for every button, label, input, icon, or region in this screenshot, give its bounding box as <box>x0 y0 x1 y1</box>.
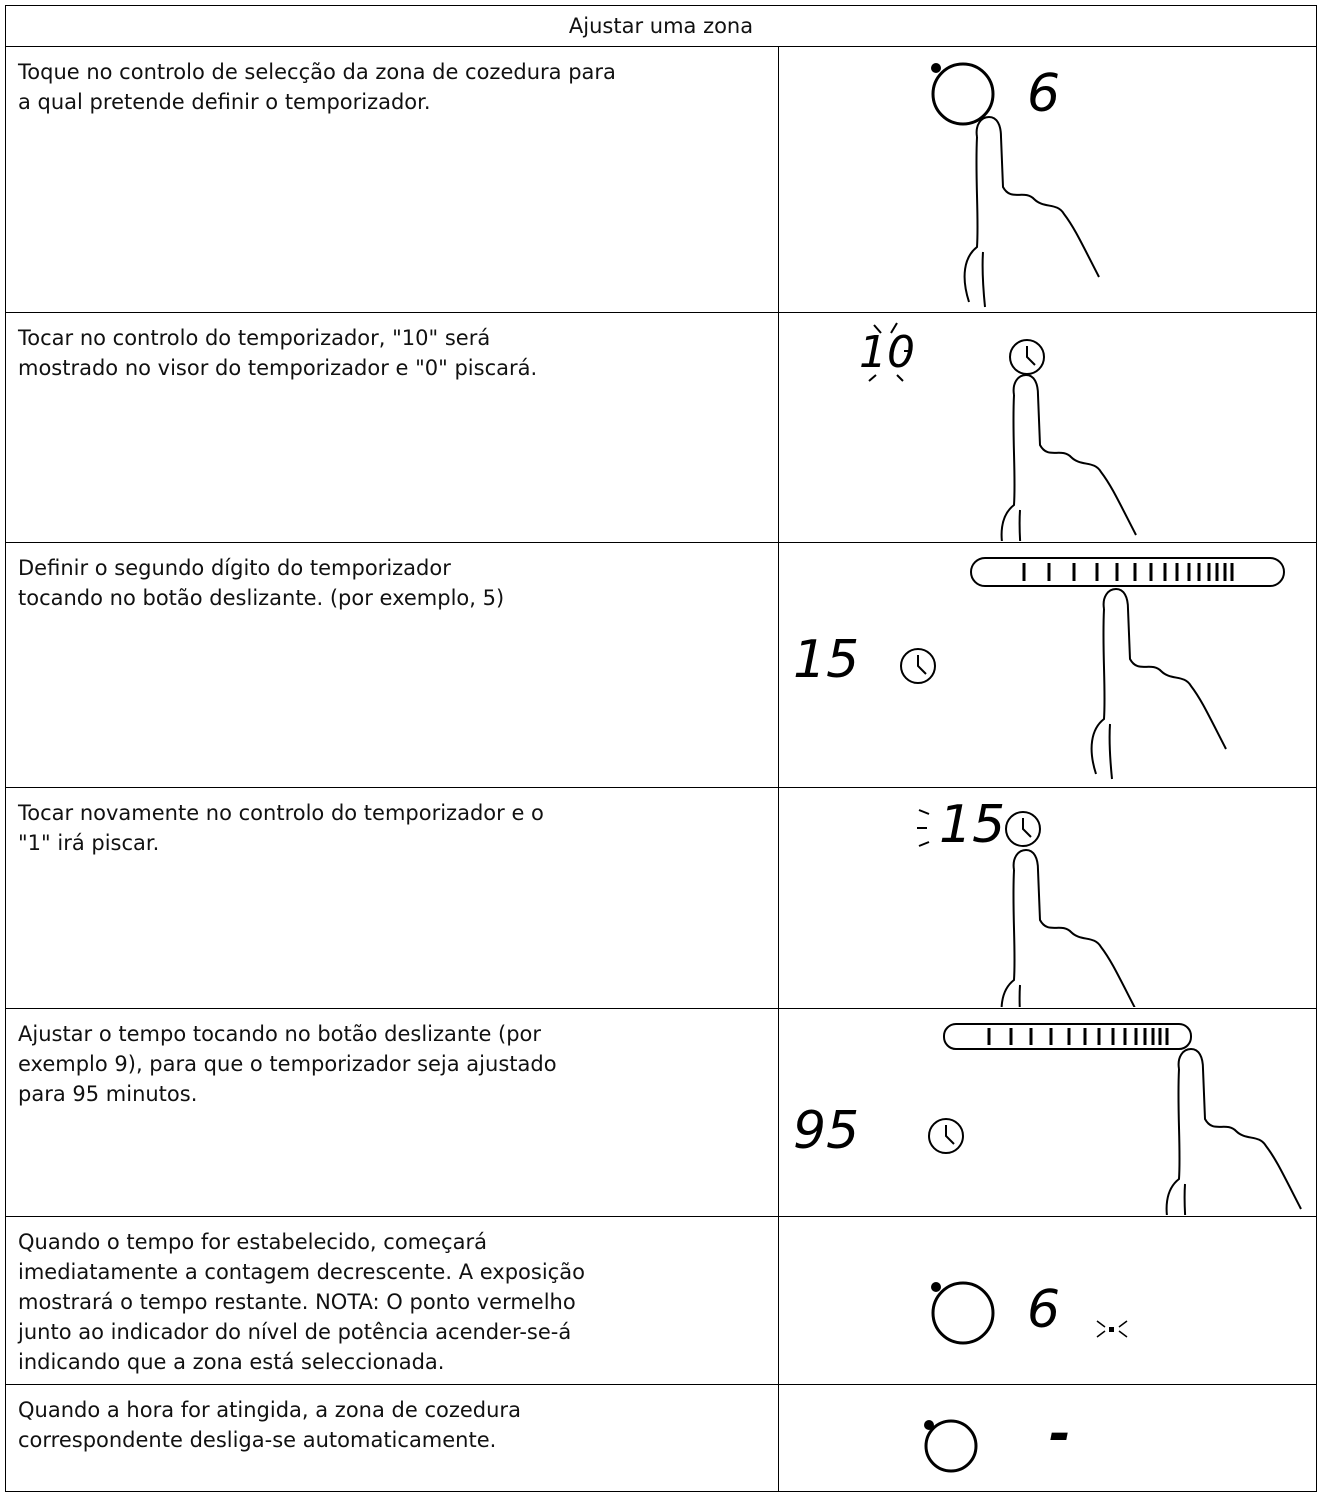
illustration: 6 <box>931 1280 1128 1345</box>
illustration: - <box>924 1404 1071 1473</box>
step-text: Ajustar o tempo tocando no botão desliza… <box>5 1008 779 1217</box>
text-line: "1" irá piscar. <box>18 831 160 855</box>
display: 15 <box>939 795 1005 855</box>
text-line: Quando a hora for atingida, a zona de co… <box>18 1398 521 1422</box>
text-line: Definir o segundo dígito do temporizador <box>18 556 451 580</box>
display: 15 <box>793 630 859 690</box>
steps-table: Ajustar uma zona Toque no controlo de se… <box>4 5 1318 1492</box>
illustration: 15 <box>917 795 1137 1007</box>
illustration: 95 <box>793 1023 1302 1215</box>
text-line: exemplo 9), para que o temporizador seja… <box>18 1052 557 1076</box>
text-line: junto ao indicador do nível de potência … <box>18 1320 572 1344</box>
text-line: Tocar no controlo do temporizador, "10" … <box>18 326 491 350</box>
step-text: Definir o segundo dígito do temporizador… <box>5 542 779 788</box>
text-line: mostrado no visor do temporizador e "0" … <box>18 356 538 380</box>
text-line: mostrará o tempo restante. NOTA: O ponto… <box>18 1290 576 1314</box>
step-text: Toque no controlo de selecção da zona de… <box>5 46 779 313</box>
display: 95 <box>793 1101 859 1161</box>
text-line: correspondente desliga-se automaticament… <box>18 1428 497 1452</box>
text-line: a qual pretende definir o temporizador. <box>18 90 431 114</box>
text-line: imediatamente a contagem decrescente. A … <box>18 1260 585 1284</box>
table-title: Ajustar uma zona <box>4 5 1318 47</box>
text-line: Quando o tempo for estabelecido, começar… <box>18 1230 487 1254</box>
display: 6 <box>1027 64 1060 124</box>
step-text: Tocar novamente no controlo do temporiza… <box>5 787 779 1009</box>
illustration: 15 <box>793 557 1285 780</box>
step-text: Quando a hora for atingida, a zona de co… <box>5 1384 779 1492</box>
text-line: Tocar novamente no controlo do temporiza… <box>18 801 544 825</box>
text-line: Ajustar o tempo tocando no botão desliza… <box>18 1022 542 1046</box>
step-text: Quando o tempo for estabelecido, começar… <box>5 1216 779 1385</box>
text-line: tocando no botão deslizante. (por exempl… <box>18 586 505 610</box>
text-line: indicando que a zona está seleccionada. <box>18 1350 445 1374</box>
step-text: Tocar no controlo do temporizador, "10" … <box>5 312 779 543</box>
illustration: 10 <box>859 322 1137 541</box>
display: - <box>1049 1404 1071 1464</box>
illustration: 6 <box>931 62 1100 308</box>
display: 6 <box>1027 1280 1060 1340</box>
display: 10 <box>859 327 915 378</box>
text-line: para 95 minutos. <box>18 1082 198 1106</box>
text-line: Toque no controlo de selecção da zona de… <box>18 60 616 84</box>
